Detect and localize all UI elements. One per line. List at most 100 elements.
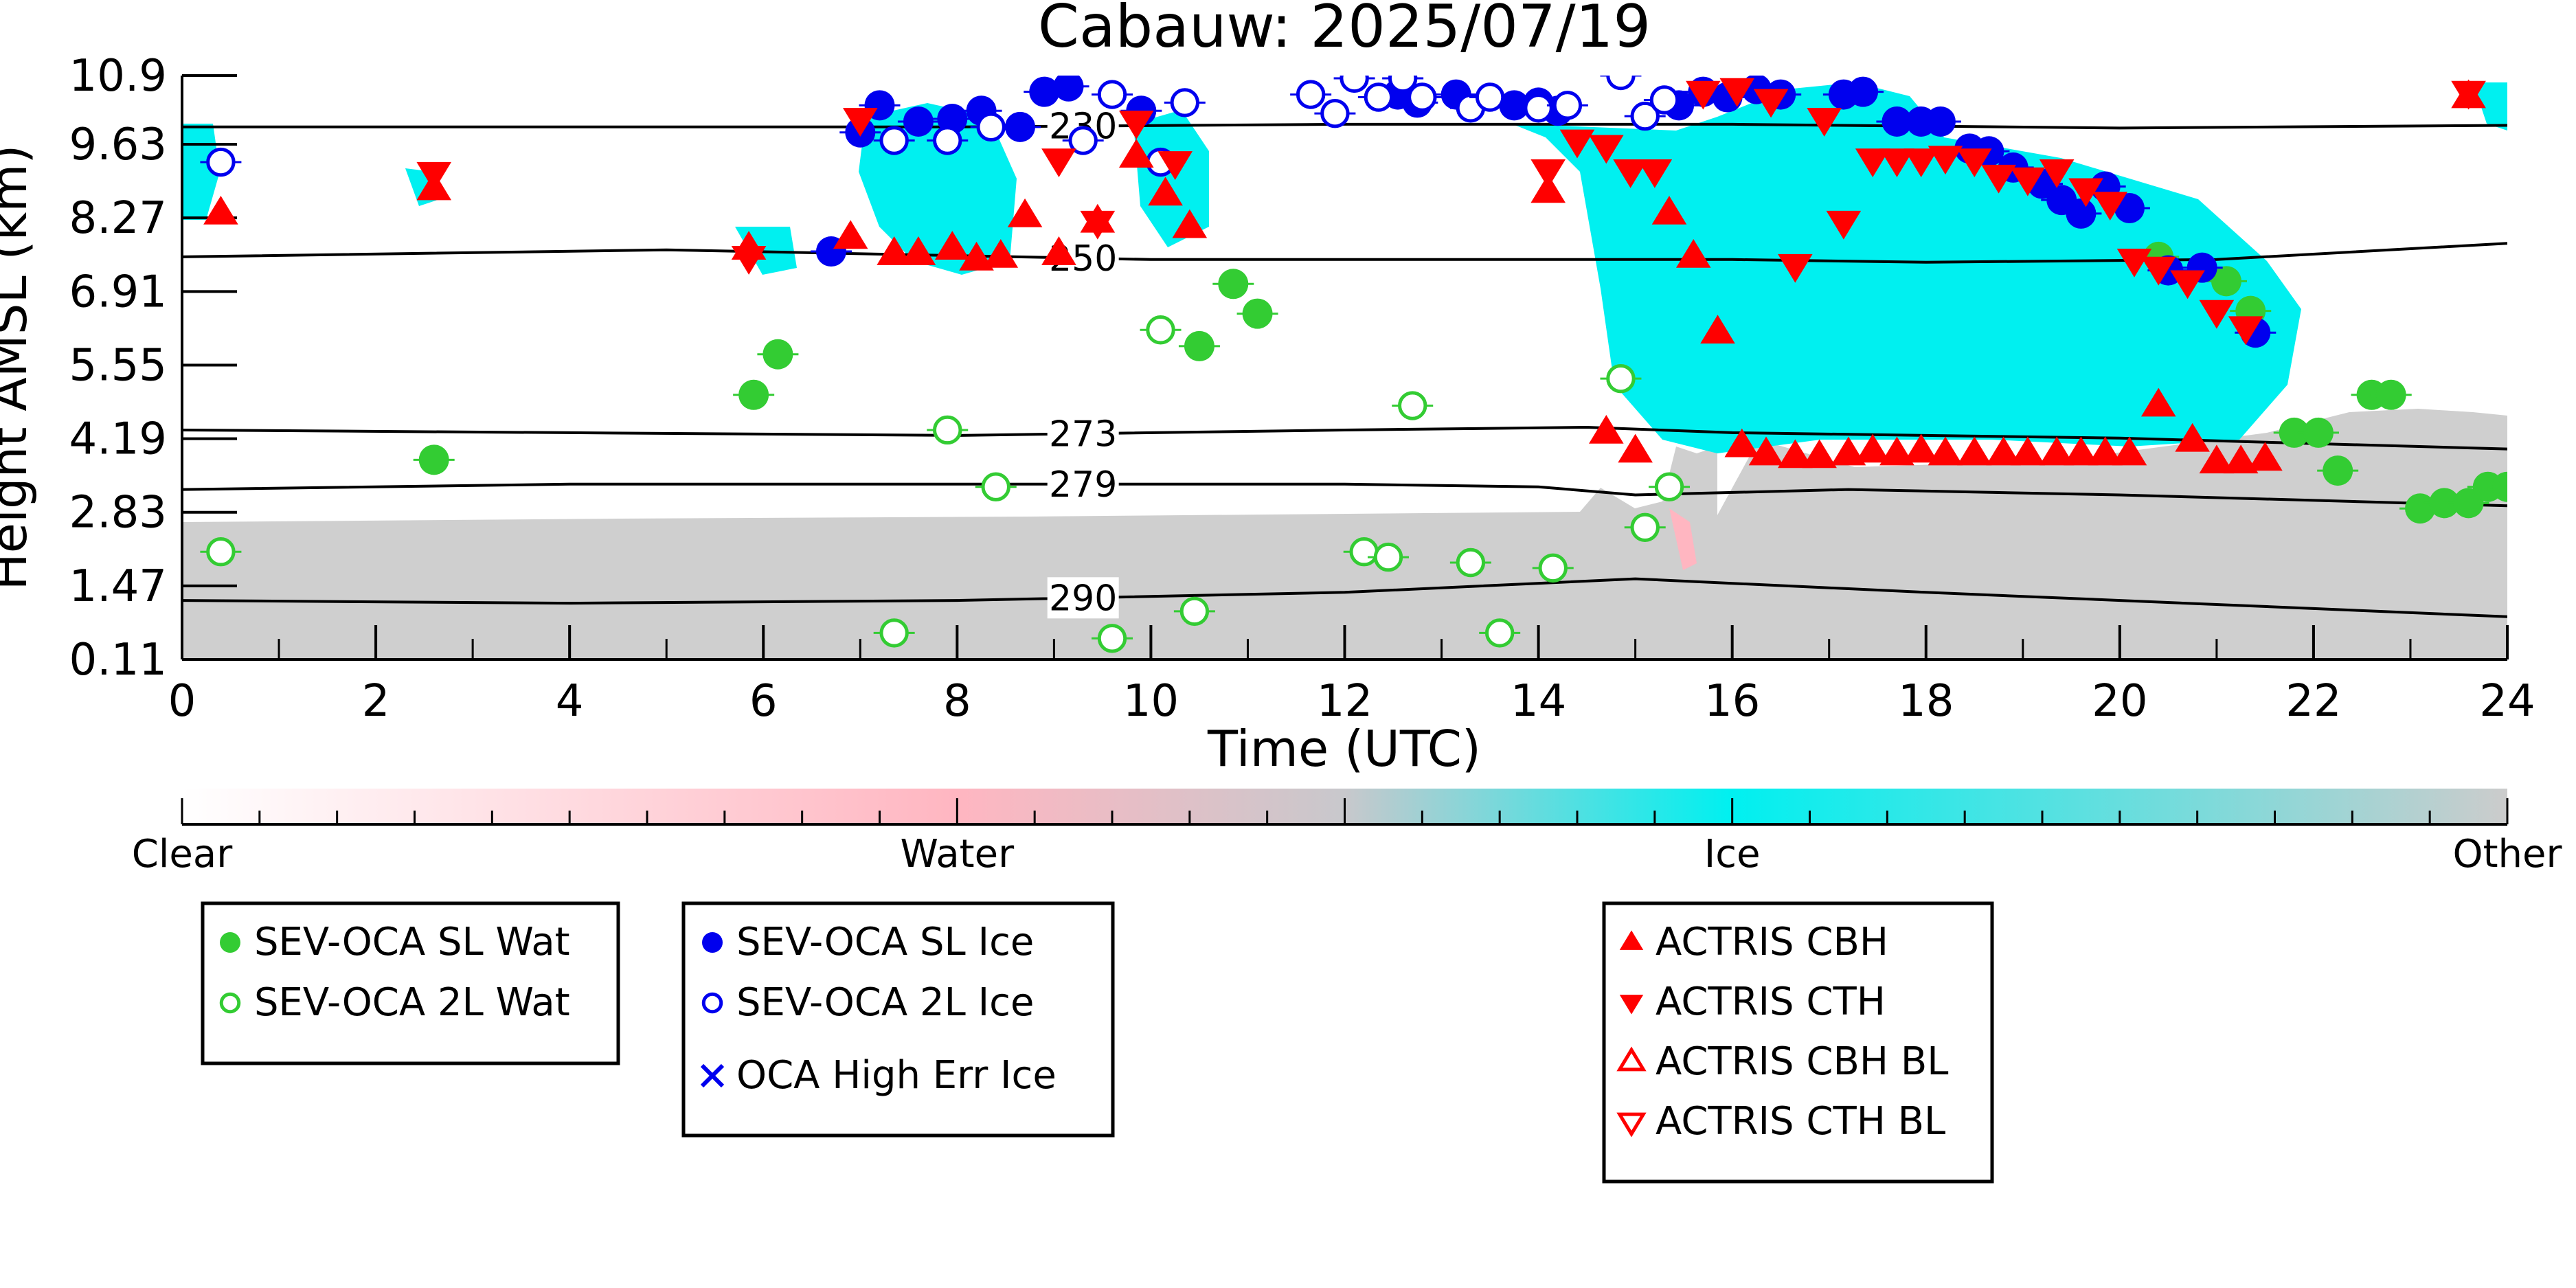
data-point <box>1118 111 1154 139</box>
isotherm-label: 279 <box>1049 464 1117 506</box>
data-point <box>1719 78 1755 107</box>
legend-entry: ACTRIS CTH <box>1656 980 1886 1024</box>
data-point <box>1981 164 2016 194</box>
data-point <box>2223 444 2259 474</box>
data-point <box>206 537 236 567</box>
legend-entry: SEV-OCA SL Wat <box>254 920 570 964</box>
cloud-retrieval-image <box>182 82 2507 659</box>
legend-marker <box>1616 1112 1647 1138</box>
data-point <box>1748 436 1784 466</box>
legend-entry: ACTRIS CTH BL <box>1656 1099 1945 1144</box>
legend-marker <box>220 932 240 953</box>
series-sev-oca-2l-ice <box>200 76 1685 177</box>
data-point <box>1831 436 1866 466</box>
colorbar-ticks <box>181 798 2509 824</box>
legend-marker <box>702 932 723 953</box>
data-point <box>203 195 238 225</box>
other-class-region <box>182 409 2507 659</box>
legend-entry: ACTRIS CBH BL <box>1656 1039 1948 1084</box>
legends: SEV-OCA SL Wat SEV-OCA 2L Wat SEV-OCA SL I… <box>201 901 1994 1184</box>
legend-box-water <box>201 901 620 1065</box>
data-point <box>206 147 236 177</box>
data-point <box>2248 442 2283 471</box>
data-point <box>1753 89 1789 118</box>
data-point <box>1855 433 1890 463</box>
data-point <box>1826 210 1862 240</box>
x-tick-label: 0 <box>168 676 196 727</box>
y-tick-label: 2.83 <box>69 488 168 539</box>
series-sev-oca-sl-wat <box>413 241 2507 524</box>
data-point <box>842 108 878 137</box>
y-axis-label: Height AMSL (km) <box>0 145 38 591</box>
colorbar-labels: Clear Water Ice Other <box>132 832 2563 877</box>
data-point <box>1408 82 1437 112</box>
data-point <box>1484 618 1515 648</box>
x-tick-label: 14 <box>1511 676 1566 727</box>
data-point <box>1364 82 1394 112</box>
x-tick-label: 8 <box>943 676 971 727</box>
data-point <box>933 126 962 155</box>
data-point <box>1530 159 1566 188</box>
data-point <box>1080 210 1116 240</box>
data-point <box>1170 88 1199 117</box>
data-point <box>903 106 934 137</box>
data-point <box>1097 80 1127 109</box>
data-point <box>1296 80 1326 109</box>
data-point <box>1041 236 1076 265</box>
data-point <box>1651 195 1687 225</box>
data-point <box>983 238 1019 268</box>
legend-box-ice <box>681 901 1115 1138</box>
isotherm-label: 290 <box>1049 578 1117 619</box>
ice-cloud-region-early <box>182 124 220 220</box>
series-sev-oca-2l-wat <box>200 315 1690 653</box>
data-point <box>981 472 1010 501</box>
data-point <box>2405 493 2436 524</box>
data-point <box>1778 253 1813 283</box>
data-point <box>1157 151 1193 180</box>
data-point <box>738 379 769 410</box>
legend-marker <box>1619 930 1644 950</box>
data-point <box>762 339 793 370</box>
data-point <box>901 236 936 265</box>
colorbar-label: Clear <box>132 832 233 877</box>
data-point <box>1986 436 2021 466</box>
data-point <box>1349 537 1379 567</box>
data-point <box>2039 159 2075 188</box>
data-point <box>1388 76 1418 93</box>
data-point <box>1218 269 1249 300</box>
data-point <box>1320 98 1350 128</box>
data-point <box>1475 82 1505 112</box>
x-tick-label: 4 <box>556 676 584 727</box>
x-tick-label: 24 <box>2479 676 2535 727</box>
data-point <box>1041 148 1076 178</box>
y-tick-label: 8.27 <box>69 193 168 244</box>
isotherm-label-bg <box>1047 577 1119 619</box>
legend-marker <box>1616 1046 1647 1072</box>
data-point <box>1589 135 1624 164</box>
data-point <box>2451 80 2486 110</box>
data-series <box>200 76 2507 653</box>
data-point <box>2092 192 2128 221</box>
legend-entry: ACTRIS CBH <box>1656 920 1888 964</box>
data-point <box>1589 415 1624 444</box>
data-point <box>1879 148 1914 178</box>
data-point <box>1398 391 1427 420</box>
data-point <box>1925 106 1956 137</box>
data-point <box>1686 80 1721 110</box>
data-point <box>1242 298 1273 329</box>
data-point <box>2323 455 2353 486</box>
data-point <box>1903 148 1939 178</box>
x-tick-label: 20 <box>2092 676 2147 727</box>
data-point <box>833 220 868 249</box>
data-point <box>1724 428 1760 457</box>
data-point <box>2088 436 2123 466</box>
y-tick-label: 1.47 <box>69 561 168 612</box>
data-point <box>2492 471 2507 502</box>
data-point <box>1802 439 1837 468</box>
data-point <box>2140 387 2176 417</box>
data-point <box>1097 624 1127 653</box>
legend-entry: SEV-OCA 2L Ice <box>736 980 1034 1025</box>
data-point <box>1613 159 1648 188</box>
isotherm-line <box>182 577 2507 618</box>
data-point <box>1675 238 1711 268</box>
